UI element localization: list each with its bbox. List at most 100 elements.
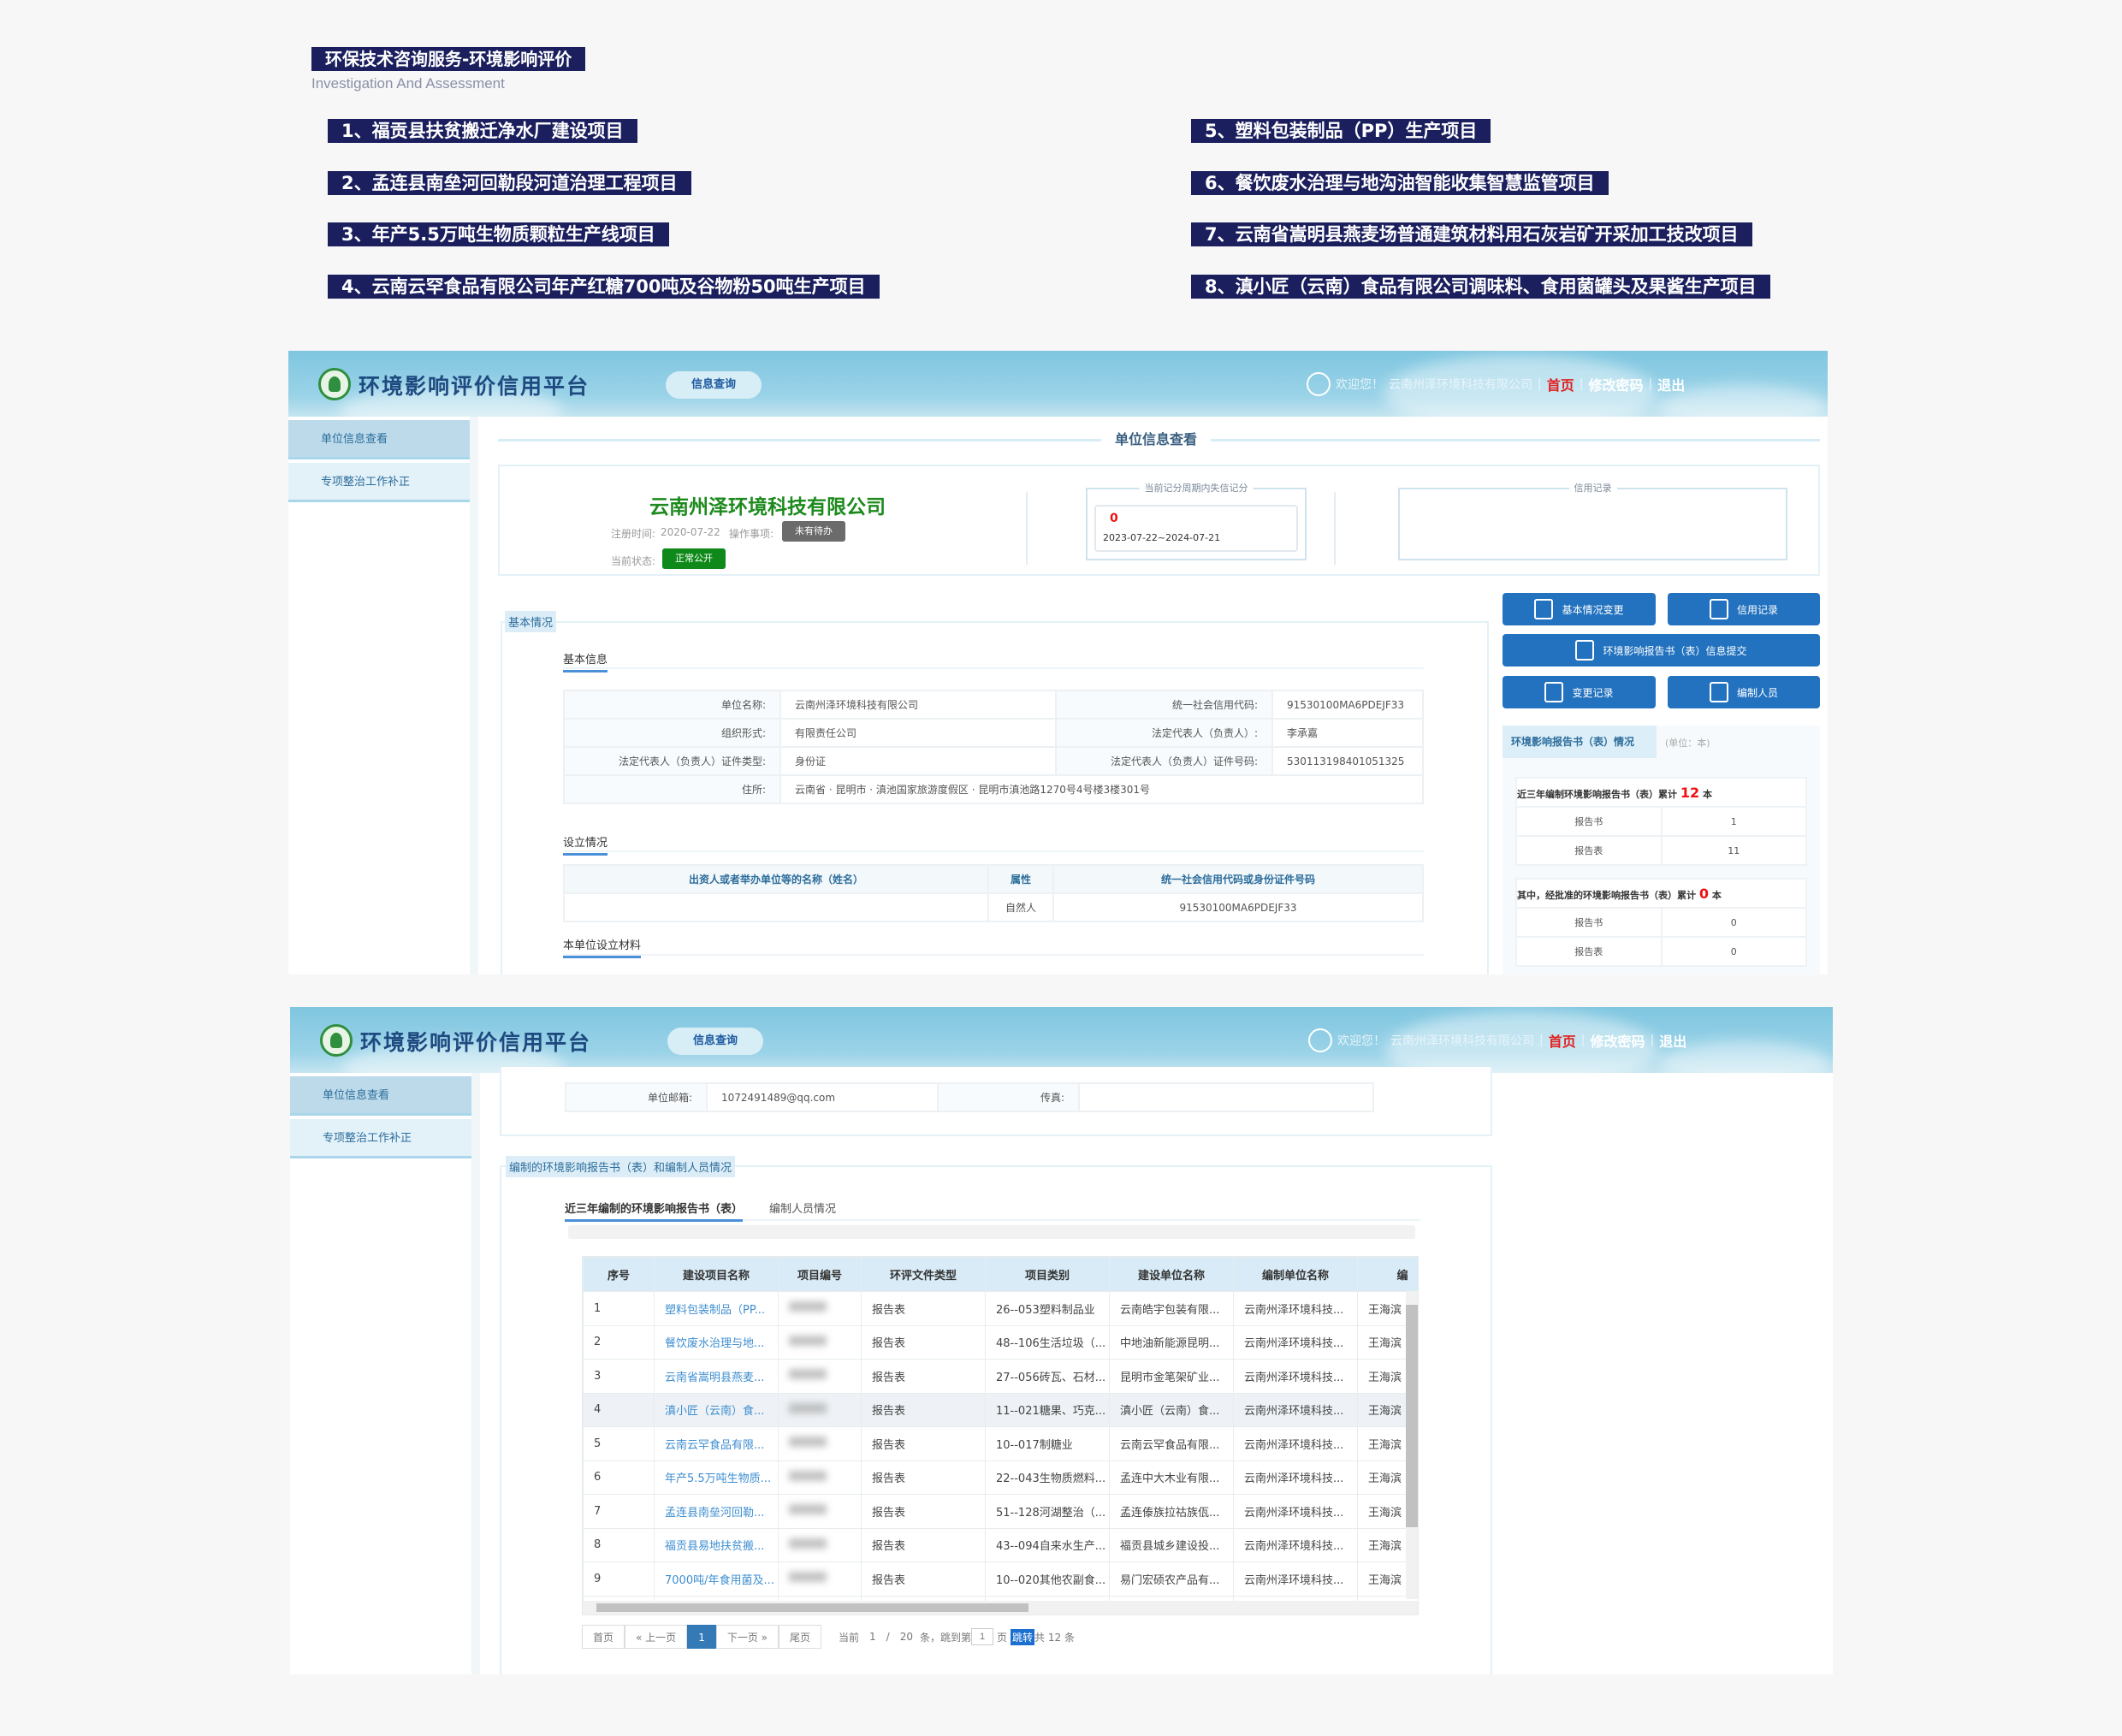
info-row: 组织形式: 有限责任公司 法定代表人（负责人）: 李承嘉 xyxy=(563,718,1424,748)
sidebar-item-rectification[interactable]: 专项整治工作补正 xyxy=(288,463,470,502)
table-row[interactable]: 4 滇小匠（云南）食... 报告表 11--021糖果、巧克... 滇小匠（云南）食..… xyxy=(583,1392,1418,1427)
table-row[interactable]: 2 餐饮废水治理与地... 报告表 48--106生活垃圾（... 中地油新能源昆明..… xyxy=(583,1324,1418,1360)
separator: | xyxy=(1580,1034,1586,1047)
builder-name: 云南云罕食品有限... xyxy=(1109,1426,1234,1461)
platform-header: 环境影响评价信用平台 信息查询 欢迎您！ 云南州泽环境科技有限公司 | 首页 |… xyxy=(290,1007,1833,1093)
project-tag: 1、福贡县扶贫搬迁净水厂建设项目 xyxy=(328,119,637,143)
compiler-name: 云南州泽环境科技... xyxy=(1233,1291,1358,1326)
project-name-link[interactable]: 餐饮废水治理与地... xyxy=(654,1324,779,1360)
unit-ben: 本 xyxy=(1711,889,1722,901)
tab-reports[interactable]: 近三年编制的环境影响报告书（表） xyxy=(565,1200,744,1222)
doc-type: 报告表 xyxy=(861,1561,986,1597)
compiler-name: 云南州泽环境科技... xyxy=(1233,1392,1358,1427)
table-row[interactable]: 3 云南省嵩明县燕麦... 报告表 27--056砖瓦、石材... 昆明市金笔架矿业..… xyxy=(583,1359,1418,1394)
project-name-link[interactable]: 云南云罕食品有限... xyxy=(654,1426,779,1461)
table-row[interactable]: 6 年产5.5万吨生物质... 报告表 22--043生物质燃料... 孟连中大木业有限… xyxy=(583,1460,1418,1495)
info-query-button[interactable]: 信息查询 xyxy=(666,371,762,399)
builder-name: 滇小匠（云南）食... xyxy=(1109,1392,1234,1427)
project-name-link[interactable]: 滇小匠（云南）食... xyxy=(654,1392,779,1427)
column-header: 建设项目名称 xyxy=(654,1257,779,1292)
table-row[interactable]: 8 福贡县易地扶贫搬... 报告表 43--094自来水生产... 福贡县城乡建设投..… xyxy=(583,1527,1418,1562)
project-number xyxy=(778,1561,862,1597)
vertical-scrollbar[interactable] xyxy=(1406,1291,1418,1599)
sidebar-item-rectification[interactable]: 专项整治工作补正 xyxy=(290,1119,471,1158)
jump-page-input[interactable] xyxy=(971,1628,994,1645)
op-label: 操作事项: xyxy=(729,528,774,540)
redacted-value xyxy=(789,1504,827,1515)
project-name-link[interactable]: 福贡县易地扶贫搬... xyxy=(654,1527,779,1562)
column-header: 项目类别 xyxy=(985,1257,1110,1292)
user-bar: 欢迎您！ 云南州泽环境科技有限公司 | 首页 | 修改密码 | 退出 xyxy=(1307,372,1685,396)
basic-change-button[interactable]: 基本情况变更 xyxy=(1503,593,1656,625)
home-link[interactable]: 首页 xyxy=(1548,1034,1576,1050)
staff-button[interactable]: 编制人员 xyxy=(1668,676,1820,708)
credit-record-button[interactable]: 信用记录 xyxy=(1668,593,1820,625)
horizontal-scrollbar[interactable] xyxy=(583,1601,1418,1615)
op-badge[interactable]: 未有待办 xyxy=(782,521,845,542)
pagination: 首页 « 上一页 1 下一页 » 尾页 当前 1 / 20 条，跳到第 页 跳转… xyxy=(582,1625,1075,1649)
row-index: 7 xyxy=(583,1494,655,1529)
project-tag: 4、云南云罕食品有限公司年产红糖700吨及谷物粉50吨生产项目 xyxy=(328,275,880,299)
unit-ben: 本 xyxy=(1702,788,1712,800)
project-category: 22--043生物质燃料... xyxy=(985,1460,1110,1495)
score-box: 当前记分周期内失信记分 0 2023-07-22~2024-07-21 xyxy=(1086,481,1307,560)
button-label: 基本情况变更 xyxy=(1562,603,1624,616)
separator: | xyxy=(1650,1034,1655,1047)
basic-info-table: 单位名称: 云南州泽环境科技有限公司 统一社会信用代码: 91530100MA6PDE… xyxy=(563,690,1424,804)
page-1-button[interactable]: 1 xyxy=(687,1625,716,1649)
tab-staff[interactable]: 编制人员情况 xyxy=(769,1203,837,1216)
compiler-name: 云南州泽环境科技... xyxy=(1233,1494,1358,1529)
reg-label: 注册时间: xyxy=(611,528,656,540)
compiler-name: 云南州泽环境科技... xyxy=(1233,1426,1358,1461)
company-name: 云南州泽环境科技有限公司 xyxy=(649,496,886,518)
id-card-icon xyxy=(1709,599,1728,619)
project-number xyxy=(778,1324,862,1360)
project-name-link[interactable]: 年产5.5万吨生物质... xyxy=(654,1460,779,1495)
separator: | xyxy=(1648,377,1653,391)
project-name-link[interactable]: 云南省嵩明县燕麦... xyxy=(654,1359,779,1394)
report-submit-button[interactable]: 环境影响报告书（表）信息提交 xyxy=(1503,634,1820,667)
material-title: 本单位设立材料 xyxy=(563,936,642,958)
prev-page-button[interactable]: « 上一页 xyxy=(625,1625,688,1649)
change-password-link[interactable]: 修改密码 xyxy=(1588,377,1644,394)
jump-button[interactable]: 跳转 xyxy=(1011,1628,1035,1645)
report-stats-panel: 环境影响报告书（表）情况 (单位：本) 近三年编制环境影响报告书（表）累计 12… xyxy=(1503,726,1820,975)
project-name-link[interactable]: 孟连县南垒河回勒... xyxy=(654,1494,779,1529)
row-index: 8 xyxy=(583,1527,655,1562)
builder-name: 易门宏硕农产品有... xyxy=(1109,1561,1234,1597)
sidebar-item-unit-info[interactable]: 单位信息查看 xyxy=(290,1076,471,1116)
compiler-name: 云南州泽环境科技... xyxy=(1233,1324,1358,1360)
project-name-link[interactable]: 7000吨/年食用菌及... xyxy=(654,1561,779,1597)
last-page-button[interactable]: 尾页 xyxy=(779,1625,822,1649)
column-header: 项目编号 xyxy=(778,1257,862,1292)
project-tag: 3、年产5.5万吨生物质颗粒生产线项目 xyxy=(328,222,669,246)
project-tag: 8、滇小匠（云南）食品有限公司调味料、食用菌罐头及果酱生产项目 xyxy=(1191,275,1770,299)
project-name-link[interactable]: 塑料包装制品（PP... xyxy=(654,1291,779,1326)
basic-info-title: 基本信息 xyxy=(563,650,608,672)
sidebar-item-unit-info[interactable]: 单位信息查看 xyxy=(288,420,470,459)
row-index: 3 xyxy=(583,1359,655,1394)
home-link[interactable]: 首页 xyxy=(1546,377,1574,394)
column-header: 编制单位名称 xyxy=(1233,1257,1358,1292)
change-password-link[interactable]: 修改密码 xyxy=(1590,1034,1645,1050)
change-history-button[interactable]: 变更记录 xyxy=(1503,676,1656,708)
logout-link[interactable]: 退出 xyxy=(1659,1034,1687,1050)
jump-label: 条，跳到第 xyxy=(920,1631,972,1644)
platform-logo-icon xyxy=(320,1024,353,1057)
table-row[interactable]: 7 孟连县南垒河回勒... 报告表 51--128河湖整治（... 孟连傣族拉祜族佤..… xyxy=(583,1494,1418,1529)
info-row: 单位名称: 云南州泽环境科技有限公司 统一社会信用代码: 91530100MA6PDE… xyxy=(563,690,1424,720)
table-row[interactable]: 9 7000吨/年食用菌及... 报告表 10--020其他农副食... 易门宏硕农产品… xyxy=(583,1561,1418,1597)
separator: | xyxy=(1539,1034,1544,1047)
project-category: 10--017制糖业 xyxy=(985,1426,1110,1461)
first-page-button[interactable]: 首页 xyxy=(582,1625,625,1649)
compiler-name: 云南州泽环境科技... xyxy=(1233,1561,1358,1597)
approved-label: 其中，经批准的环境影响报告书（表）累计 xyxy=(1517,889,1696,901)
next-page-button[interactable]: 下一页 » xyxy=(715,1625,779,1649)
info-query-button[interactable]: 信息查询 xyxy=(667,1028,763,1055)
doc-type: 报告表 xyxy=(861,1392,986,1427)
column-header: 环评文件类型 xyxy=(861,1257,986,1292)
table-row[interactable]: 5 云南云罕食品有限... 报告表 10--017制糖业 云南云罕食品有限... 云南州泽… xyxy=(583,1426,1418,1461)
column-header: 建设单位名称 xyxy=(1109,1257,1234,1292)
logout-link[interactable]: 退出 xyxy=(1657,377,1686,394)
table-row[interactable]: 1 塑料包装制品（PP... 报告表 26--053塑料制品业 云南皓宇包装有限... 云… xyxy=(583,1291,1418,1326)
